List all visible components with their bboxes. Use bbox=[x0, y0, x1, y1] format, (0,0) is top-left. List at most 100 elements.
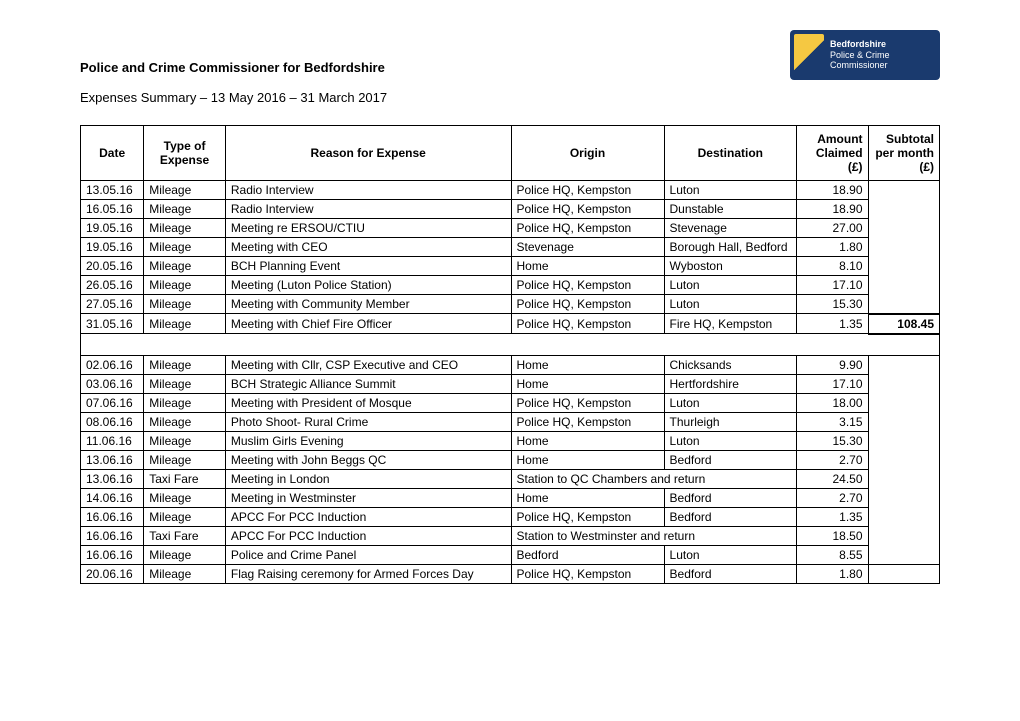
cell-destination: Luton bbox=[664, 546, 797, 565]
cell-reason: APCC For PCC Induction bbox=[225, 508, 511, 527]
table-row: 03.06.16MileageBCH Strategic Alliance Su… bbox=[81, 375, 940, 394]
cell-reason: APCC For PCC Induction bbox=[225, 527, 511, 546]
cell-origin: Police HQ, Kempston bbox=[511, 181, 664, 200]
cell-date: 13.06.16 bbox=[81, 470, 144, 489]
cell-amount: 1.80 bbox=[797, 565, 868, 584]
cell-amount: 24.50 bbox=[797, 470, 868, 489]
table-row: 13.06.16MileageMeeting with John Beggs Q… bbox=[81, 451, 940, 470]
cell-reason: Meeting with Community Member bbox=[225, 295, 511, 314]
table-row: 08.06.16MileagePhoto Shoot- Rural CrimeP… bbox=[81, 413, 940, 432]
cell-destination: Luton bbox=[664, 181, 797, 200]
cell-amount: 1.35 bbox=[797, 508, 868, 527]
header-row: Date Type of Expense Reason for Expense … bbox=[81, 126, 940, 181]
cell-origin: Home bbox=[511, 432, 664, 451]
table-row: 27.05.16MileageMeeting with Community Me… bbox=[81, 295, 940, 314]
cell-destination: Hertfordshire bbox=[664, 375, 797, 394]
cell-amount: 8.55 bbox=[797, 546, 868, 565]
cell-amount: 2.70 bbox=[797, 489, 868, 508]
cell-reason: Muslim Girls Evening bbox=[225, 432, 511, 451]
cell-origin: Home bbox=[511, 356, 664, 375]
table-row: 16.05.16MileageRadio InterviewPolice HQ,… bbox=[81, 200, 940, 219]
cell-type: Mileage bbox=[144, 565, 226, 584]
table-row: 19.05.16MileageMeeting with CEOStevenage… bbox=[81, 238, 940, 257]
col-origin: Origin bbox=[511, 126, 664, 181]
shield-icon bbox=[794, 34, 824, 76]
cell-date: 16.06.16 bbox=[81, 508, 144, 527]
cell-type: Taxi Fare bbox=[144, 527, 226, 546]
cell-destination: Bedford bbox=[664, 565, 797, 584]
cell-reason: Police and Crime Panel bbox=[225, 546, 511, 565]
cell-date: 11.06.16 bbox=[81, 432, 144, 451]
table-row: 31.05.16MileageMeeting with Chief Fire O… bbox=[81, 314, 940, 334]
cell-amount: 2.70 bbox=[797, 451, 868, 470]
cell-type: Taxi Fare bbox=[144, 470, 226, 489]
cell-date: 13.06.16 bbox=[81, 451, 144, 470]
cell-destination: Chicksands bbox=[664, 356, 797, 375]
cell-date: 07.06.16 bbox=[81, 394, 144, 413]
cell-type: Mileage bbox=[144, 451, 226, 470]
cell-type: Mileage bbox=[144, 314, 226, 334]
cell-type: Mileage bbox=[144, 489, 226, 508]
cell-origin: Police HQ, Kempston bbox=[511, 200, 664, 219]
cell-amount: 15.30 bbox=[797, 295, 868, 314]
cell-date: 13.05.16 bbox=[81, 181, 144, 200]
cell-amount: 1.80 bbox=[797, 238, 868, 257]
cell-origin: Home bbox=[511, 451, 664, 470]
cell-destination: Stevenage bbox=[664, 219, 797, 238]
cell-amount: 27.00 bbox=[797, 219, 868, 238]
cell-origin: Police HQ, Kempston bbox=[511, 394, 664, 413]
brand-logo: Bedfordshire Police & Crime Commissioner bbox=[790, 30, 940, 80]
table-header: Date Type of Expense Reason for Expense … bbox=[81, 126, 940, 181]
subtitle: Expenses Summary – 13 May 2016 – 31 Marc… bbox=[80, 90, 940, 105]
cell-origin: Police HQ, Kempston bbox=[511, 276, 664, 295]
cell-date: 19.05.16 bbox=[81, 219, 144, 238]
cell-subtotal: 108.45 bbox=[868, 314, 939, 334]
cell-date: 08.06.16 bbox=[81, 413, 144, 432]
cell-amount: 9.90 bbox=[797, 356, 868, 375]
cell-reason: Meeting with Cllr, CSP Executive and CEO bbox=[225, 356, 511, 375]
cell-origin: Police HQ, Kempston bbox=[511, 314, 664, 334]
cell-reason: Meeting in London bbox=[225, 470, 511, 489]
table-row: 14.06.16MileageMeeting in WestminsterHom… bbox=[81, 489, 940, 508]
cell-reason: Meeting with President of Mosque bbox=[225, 394, 511, 413]
cell-amount: 18.00 bbox=[797, 394, 868, 413]
logo-text: Bedfordshire Police & Crime Commissioner bbox=[830, 39, 890, 71]
cell-type: Mileage bbox=[144, 432, 226, 451]
cell-subtotal-blank bbox=[868, 356, 939, 565]
cell-destination: Luton bbox=[664, 276, 797, 295]
cell-destination: Bedford bbox=[664, 451, 797, 470]
cell-date: 20.05.16 bbox=[81, 257, 144, 276]
cell-amount: 1.35 bbox=[797, 314, 868, 334]
cell-origin: Home bbox=[511, 257, 664, 276]
table-row: 13.06.16Taxi FareMeeting in LondonStatio… bbox=[81, 470, 940, 489]
cell-destination: Luton bbox=[664, 295, 797, 314]
table-row: 07.06.16MileageMeeting with President of… bbox=[81, 394, 940, 413]
cell-reason: Flag Raising ceremony for Armed Forces D… bbox=[225, 565, 511, 584]
cell-reason: Radio Interview bbox=[225, 200, 511, 219]
cell-type: Mileage bbox=[144, 219, 226, 238]
table-row: 02.06.16MileageMeeting with Cllr, CSP Ex… bbox=[81, 356, 940, 375]
cell-date: 16.05.16 bbox=[81, 200, 144, 219]
cell-reason: Radio Interview bbox=[225, 181, 511, 200]
cell-reason: Meeting with Chief Fire Officer bbox=[225, 314, 511, 334]
table-row: 19.05.16MileageMeeting re ERSOU/CTIUPoli… bbox=[81, 219, 940, 238]
table-row: 16.06.16Taxi FareAPCC For PCC InductionS… bbox=[81, 527, 940, 546]
cell-type: Mileage bbox=[144, 356, 226, 375]
col-reason: Reason for Expense bbox=[225, 126, 511, 181]
cell-reason: Meeting (Luton Police Station) bbox=[225, 276, 511, 295]
cell-reason: Meeting with John Beggs QC bbox=[225, 451, 511, 470]
cell-date: 26.05.16 bbox=[81, 276, 144, 295]
cell-origin: Stevenage bbox=[511, 238, 664, 257]
cell-destination: Bedford bbox=[664, 489, 797, 508]
cell-type: Mileage bbox=[144, 276, 226, 295]
logo-line-1: Bedfordshire bbox=[830, 39, 890, 50]
cell-type: Mileage bbox=[144, 257, 226, 276]
cell-destination: Wyboston bbox=[664, 257, 797, 276]
cell-amount: 15.30 bbox=[797, 432, 868, 451]
table-body: 13.05.16MileageRadio InterviewPolice HQ,… bbox=[81, 181, 940, 584]
cell-origin: Home bbox=[511, 489, 664, 508]
cell-amount: 8.10 bbox=[797, 257, 868, 276]
cell-amount: 18.90 bbox=[797, 181, 868, 200]
cell-type: Mileage bbox=[144, 546, 226, 565]
cell-reason: Meeting re ERSOU/CTIU bbox=[225, 219, 511, 238]
